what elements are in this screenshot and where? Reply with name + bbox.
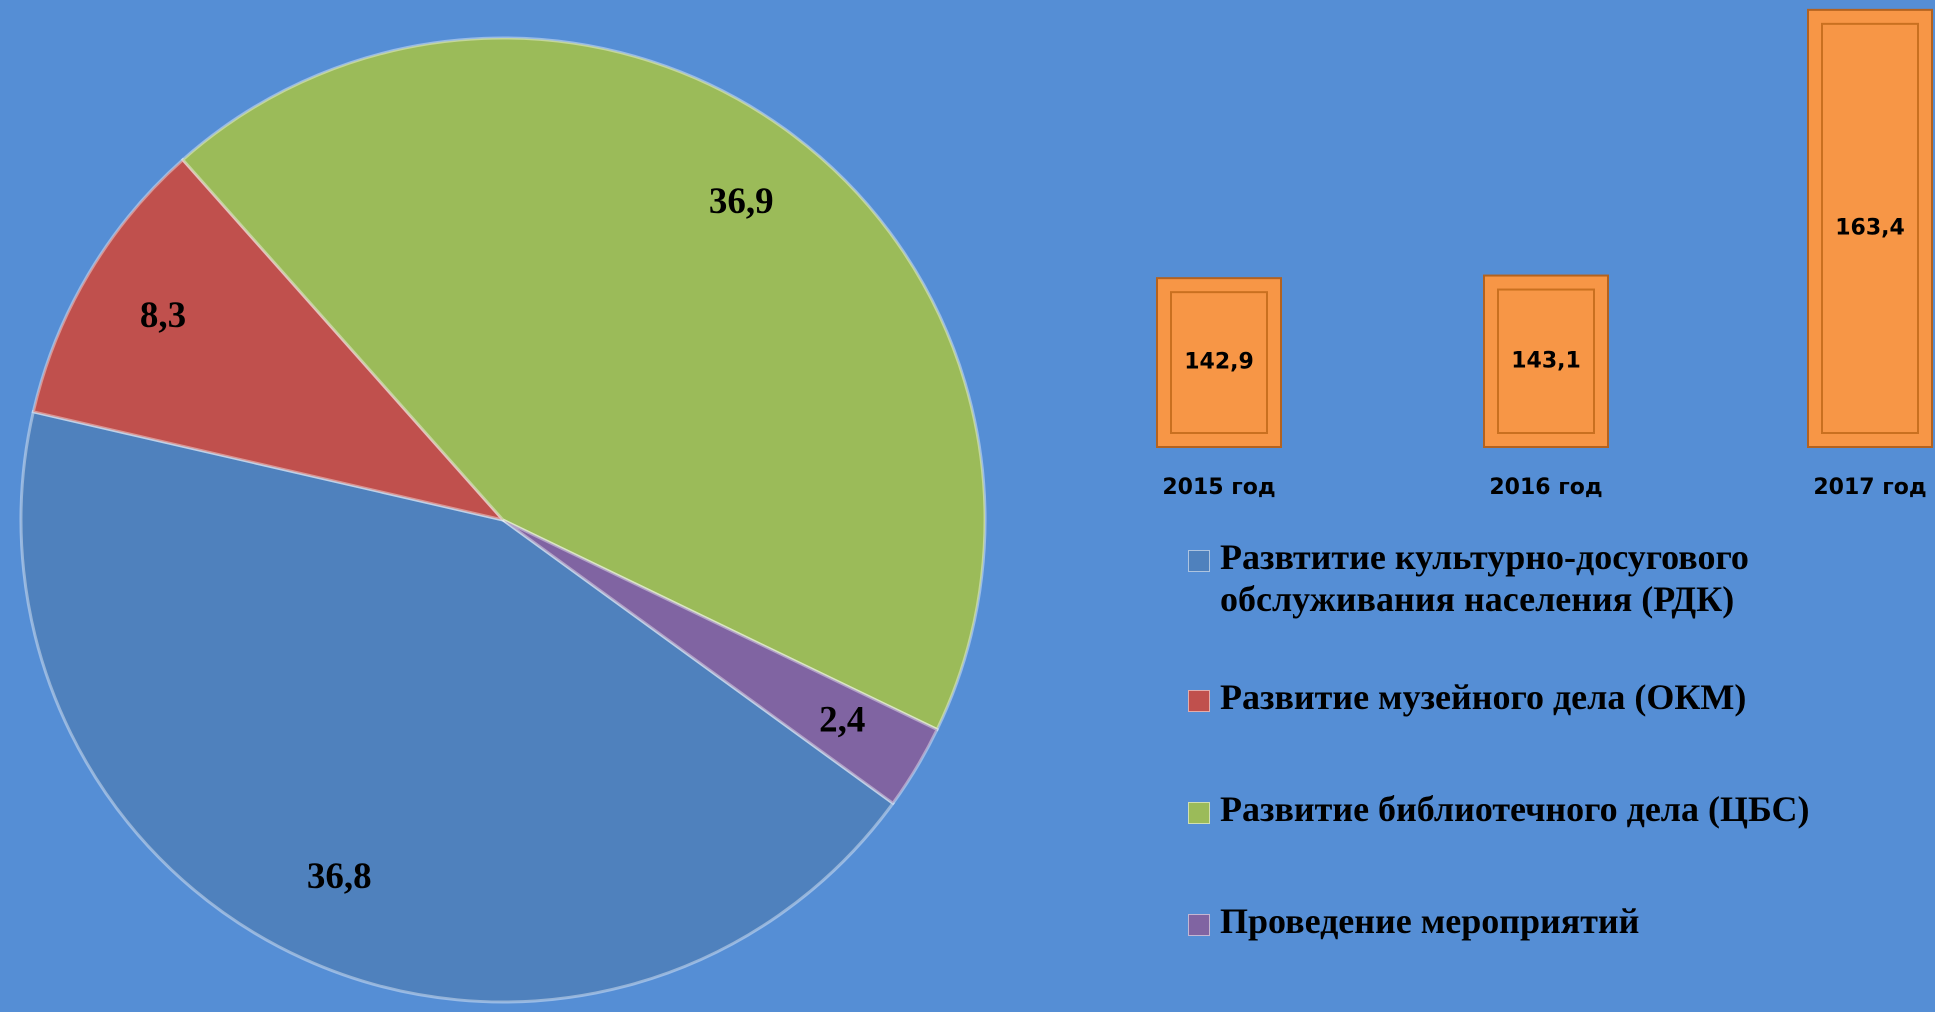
x-tick-label: 2017 год [1813,475,1926,500]
pie-slice [31,157,508,523]
bar-bevel [1497,288,1595,435]
pie-slice [502,518,940,806]
legend-label: Развтитие культурно-досугового обслужива… [1220,537,1749,619]
bar-bevel [1170,291,1268,435]
x-tick-label: 2015 год [1162,475,1275,500]
legend-item: Проведение мероприятий [1188,900,1923,1012]
x-tick-label: 2016 год [1489,475,1602,500]
legend-label: Проведение мероприятий [1220,901,1640,941]
data-label: 142,9 [1184,350,1254,375]
data-label: 2,4 [819,699,865,740]
legend-item: Развтитие культурно-досугового обслужива… [1188,536,1923,676]
data-label: 163,4 [1835,215,1905,240]
data-label: 143,1 [1511,348,1581,373]
data-label: 8,3 [140,295,186,336]
legend-swatch [1188,802,1210,824]
legend-item: Развитие музейного дела (ОКМ) [1188,676,1923,788]
bar [1483,274,1609,449]
legend-label: Развитие музейного дела (ОКМ) [1220,677,1747,717]
pie-slice [180,36,987,732]
bar-bevel [1821,22,1919,435]
legend-item: Развитие библиотечного дела (ЦБС) [1188,788,1923,900]
data-label: 36,8 [307,856,372,897]
legend-label: Развитие библиотечного дела (ЦБС) [1220,789,1810,829]
data-label: 36,9 [709,181,774,222]
pie-slice [19,410,896,1004]
legend: Развтитие культурно-досугового обслужива… [1188,536,1923,1012]
legend-swatch [1188,550,1210,572]
legend-swatch [1188,690,1210,712]
bar [1156,277,1282,449]
legend-swatch [1188,914,1210,936]
bar [1807,8,1933,449]
